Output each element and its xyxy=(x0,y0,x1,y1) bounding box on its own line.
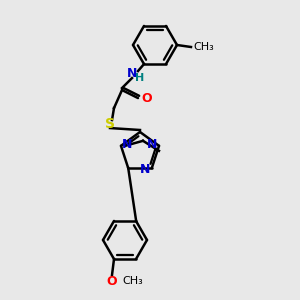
Text: CH₃: CH₃ xyxy=(193,42,214,52)
Text: CH₃: CH₃ xyxy=(122,276,143,286)
Text: N: N xyxy=(122,138,132,151)
Text: O: O xyxy=(107,274,117,288)
Text: H: H xyxy=(135,73,145,83)
Text: N: N xyxy=(147,138,157,151)
Text: S: S xyxy=(105,117,115,131)
Text: O: O xyxy=(141,92,152,105)
Text: N: N xyxy=(127,67,137,80)
Text: N: N xyxy=(140,163,150,176)
